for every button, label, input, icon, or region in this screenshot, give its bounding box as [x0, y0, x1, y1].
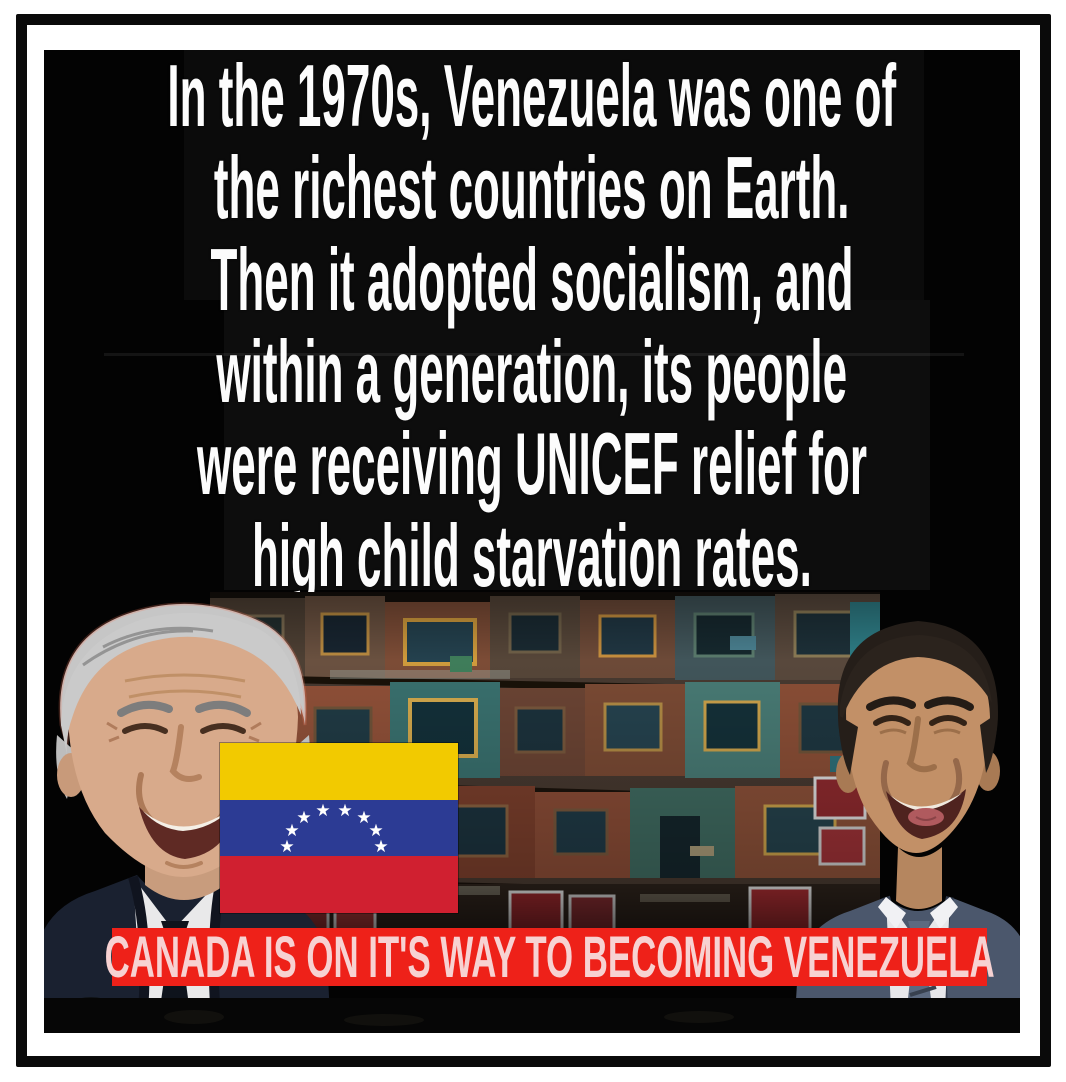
- headline-line-3: Then it adopted socialism, and: [210, 230, 854, 329]
- headline-line: In the 1970s, Venezuela was one of: [44, 50, 1020, 145]
- headline-line-5: were receiving UNICEF relief for: [197, 414, 868, 513]
- flag-band-red: [220, 856, 458, 913]
- composite-seam: [104, 353, 964, 356]
- shadow-blob: [664, 1011, 734, 1023]
- shadow-blob: [164, 1010, 224, 1024]
- headline-line: were receiving UNICEF relief for: [44, 414, 1020, 513]
- caption-banner: CANADA IS ON IT'S WAY TO BECOMING VENEZU…: [105, 925, 995, 990]
- meme-frame-border: [16, 14, 1051, 1067]
- bottom-shadow: [44, 998, 1020, 1033]
- venezuela-flag: ★ ★ ★ ★ ★ ★ ★ ★: [220, 743, 458, 913]
- headline-line: within a generation, its people: [44, 322, 1020, 421]
- flag-star: ★: [356, 808, 371, 828]
- meme-canvas: In the 1970s, Venezuela was one of the r…: [44, 50, 1020, 1033]
- flag-band-blue: [220, 799, 458, 857]
- composite-panel: [224, 300, 930, 590]
- flag-star: ★: [284, 821, 299, 841]
- headline-line-1: In the 1970s, Venezuela was one of: [167, 50, 897, 145]
- composite-panel: [184, 50, 924, 300]
- flag-star: ★: [315, 801, 330, 821]
- shadow-blob: [344, 1014, 424, 1026]
- headline-line-6: high child starvation rates.: [252, 506, 812, 605]
- flag-star: ★: [279, 837, 294, 857]
- headline-text-block: In the 1970s, Venezuela was one of the r…: [44, 50, 1020, 605]
- flag-stars-arc: ★★★ ★ ★ ★★★: [279, 801, 388, 857]
- headline-line-4: within a generation, its people: [216, 322, 848, 421]
- headline-line: the richest countries on Earth.: [44, 138, 1020, 237]
- headline-line-2: the richest countries on Earth.: [214, 138, 850, 237]
- flag-star: ★: [337, 801, 352, 821]
- headline-line: high child starvation rates.: [44, 506, 1020, 605]
- flag-band-yellow: [220, 743, 458, 800]
- headline-line: Then it adopted socialism, and: [44, 230, 1020, 329]
- flag-star: ★: [368, 821, 383, 841]
- flag-star: ★: [296, 808, 311, 828]
- caption-text: CANADA IS ON IT'S WAY TO BECOMING VENEZU…: [104, 924, 995, 990]
- flag-star: ★: [373, 837, 388, 857]
